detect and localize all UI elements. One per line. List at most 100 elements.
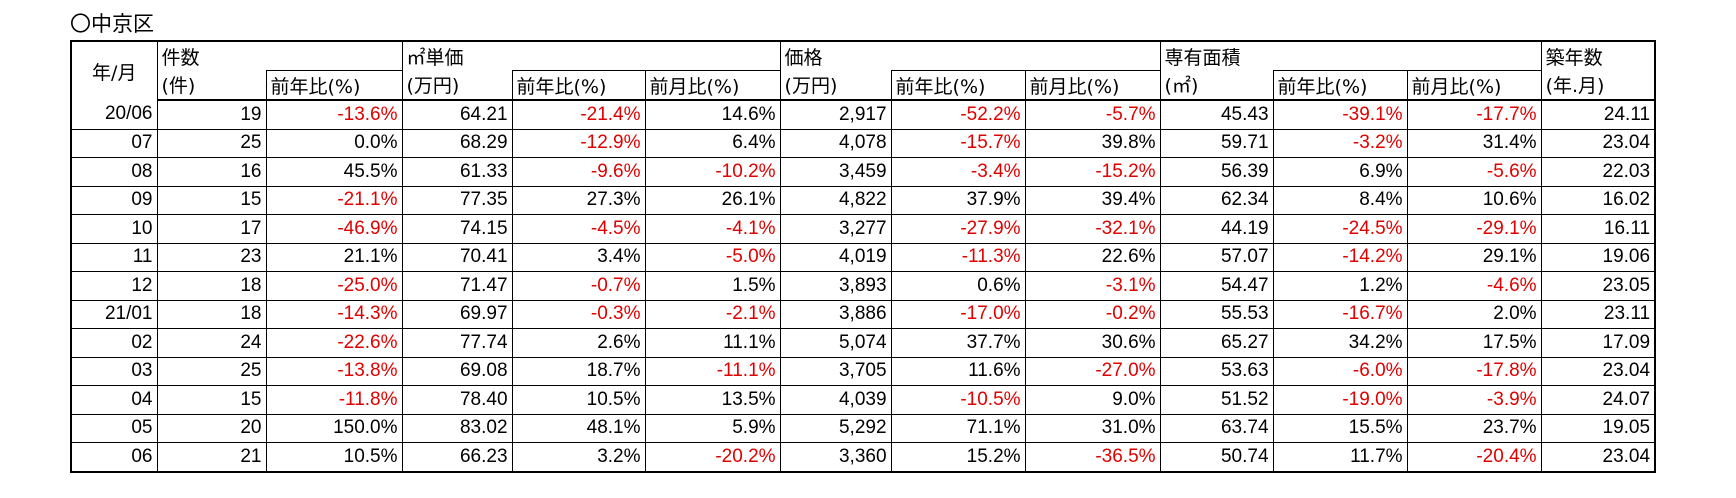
table-cell: -32.1% [1024,214,1161,244]
table-cell: 24.11 [1540,100,1656,130]
table-cell: -0.3% [511,300,646,329]
table-cell: -17.0% [890,300,1026,329]
table-cell: 1.5% [644,271,781,301]
table-cell: 23.04 [1540,357,1656,386]
header-cell: 価格 [779,40,1161,71]
table-cell: -29.1% [1406,214,1542,244]
table-cell: -13.8% [265,357,403,386]
header-cell: 年/月 [70,40,158,100]
table-cell: 6.9% [1272,157,1408,187]
table-cell: 10.5% [511,385,646,415]
table-cell: 150.0% [265,414,403,443]
table-cell: 31.0% [1024,414,1161,443]
table-cell: 16.02 [1540,186,1656,215]
table-cell: 21 [156,442,267,472]
table-cell: 10.5% [265,442,403,472]
table-cell: 45.43 [1159,100,1274,130]
table-cell: -36.5% [1024,442,1161,472]
header-cell: (年.月) [1540,70,1656,101]
table-cell: 54.47 [1159,271,1274,301]
table-row: 05 20 150.0% 83.02 48.1% 5.9% 5,292 71.1% 31.0% 6… [70,414,1656,443]
table-cell: 48.1% [511,414,646,443]
table-cell: 22.6% [1024,243,1161,272]
table-row: 20/06 19 -13.6% 64.21 -21.4% 14.6% 2,917 -52.2%… [70,100,1656,130]
table-cell: -20.2% [644,442,781,472]
table-row: 07 25 0.0% 68.29 -12.9% 6.4% 4,078 -15.7% 39.8% 5… [70,129,1656,158]
table-row: 10 17 -46.9% 74.15 -4.5% -4.1% 3,277 -27.9% -32.… [70,214,1656,244]
table-cell: -39.1% [1272,100,1408,130]
table-cell: -52.2% [890,100,1026,130]
table-cell: -12.9% [511,129,646,158]
table-cell: 44.19 [1159,214,1274,244]
header-cell: 前年比(%) [511,70,646,101]
table-cell: -11.1% [644,357,781,386]
table-cell: 11.1% [644,328,781,358]
header-cell: 専有面積 [1159,40,1542,71]
header-cell: (件) [156,70,267,101]
table-cell: 24 [156,328,267,358]
table-cell: 11 [70,243,158,272]
table-cell: 2.6% [511,328,646,358]
table-cell: -11.8% [265,385,403,415]
table-cell: 02 [70,328,158,358]
table-row: 21/01 18 -14.3% 69.97 -0.3% -2.1% 3,886 -17.0% -… [70,300,1656,329]
table-cell: 10 [70,214,158,244]
table-cell: 4,822 [779,186,892,215]
table-cell: -13.6% [265,100,403,130]
table-cell: 26.1% [644,186,781,215]
table-cell: 56.39 [1159,157,1274,187]
table-cell: -4.6% [1406,271,1542,301]
table-row: 02 24 -22.6% 77.74 2.6% 11.1% 5,074 37.7% 30.6% 6… [70,328,1656,358]
table-cell: 77.35 [401,186,513,215]
table-cell: 68.29 [401,129,513,158]
table-cell: 08 [70,157,158,187]
table-cell: -6.0% [1272,357,1408,386]
table-cell: 12 [70,271,158,301]
table-row: 12 18 -25.0% 71.47 -0.7% 1.5% 3,893 0.6% -3.1% 54… [70,271,1656,301]
table-cell: -4.5% [511,214,646,244]
table-cell: 77.74 [401,328,513,358]
table-cell: -5.7% [1024,100,1161,130]
table-cell: 23.7% [1406,414,1542,443]
table-cell: 66.23 [401,442,513,472]
table-cell: 06 [70,442,158,472]
table-row: 04 15 -11.8% 78.40 10.5% 13.5% 4,039 -10.5% 9.0%… [70,385,1656,415]
table-cell: 39.4% [1024,186,1161,215]
table-cell: 09 [70,186,158,215]
table-cell: 29.1% [1406,243,1542,272]
table-cell: 3.2% [511,442,646,472]
table-cell: -3.2% [1272,129,1408,158]
header-cell: 件数 [156,40,403,71]
table-cell: 19.06 [1540,243,1656,272]
header-cell: (㎡) [1159,70,1274,101]
table-cell: -15.7% [890,129,1026,158]
table-cell: 55.53 [1159,300,1274,329]
table-cell: 25 [156,129,267,158]
table-cell: -4.1% [644,214,781,244]
header-cell: ㎡単価 [401,40,781,71]
table-cell: 3,360 [779,442,892,472]
table-cell: 4,039 [779,385,892,415]
table-cell: 2,917 [779,100,892,130]
table-cell: 03 [70,357,158,386]
table-cell: -5.6% [1406,157,1542,187]
table-cell: -20.4% [1406,442,1542,472]
table-row: 08 16 45.5% 61.33 -9.6% -10.2% 3,459 -3.4% -15.2… [70,157,1656,187]
table-cell: 37.7% [890,328,1026,358]
table-cell: 04 [70,385,158,415]
table-cell: -14.2% [1272,243,1408,272]
table-cell: 65.27 [1159,328,1274,358]
header-cell: 築年数 [1540,40,1656,71]
table-cell: 69.97 [401,300,513,329]
table-cell: 45.5% [265,157,403,187]
table-cell: -5.0% [644,243,781,272]
table-cell: -3.1% [1024,271,1161,301]
table-row: 06 21 10.5% 66.23 3.2% -20.2% 3,360 15.2% -36.5%… [70,442,1656,472]
table-cell: 83.02 [401,414,513,443]
table-cell: 18 [156,300,267,329]
table-cell: 39.8% [1024,129,1161,158]
table-cell: 21.1% [265,243,403,272]
table-cell: 5,074 [779,328,892,358]
header-cell: 前年比(%) [890,70,1026,101]
table-cell: 5.9% [644,414,781,443]
